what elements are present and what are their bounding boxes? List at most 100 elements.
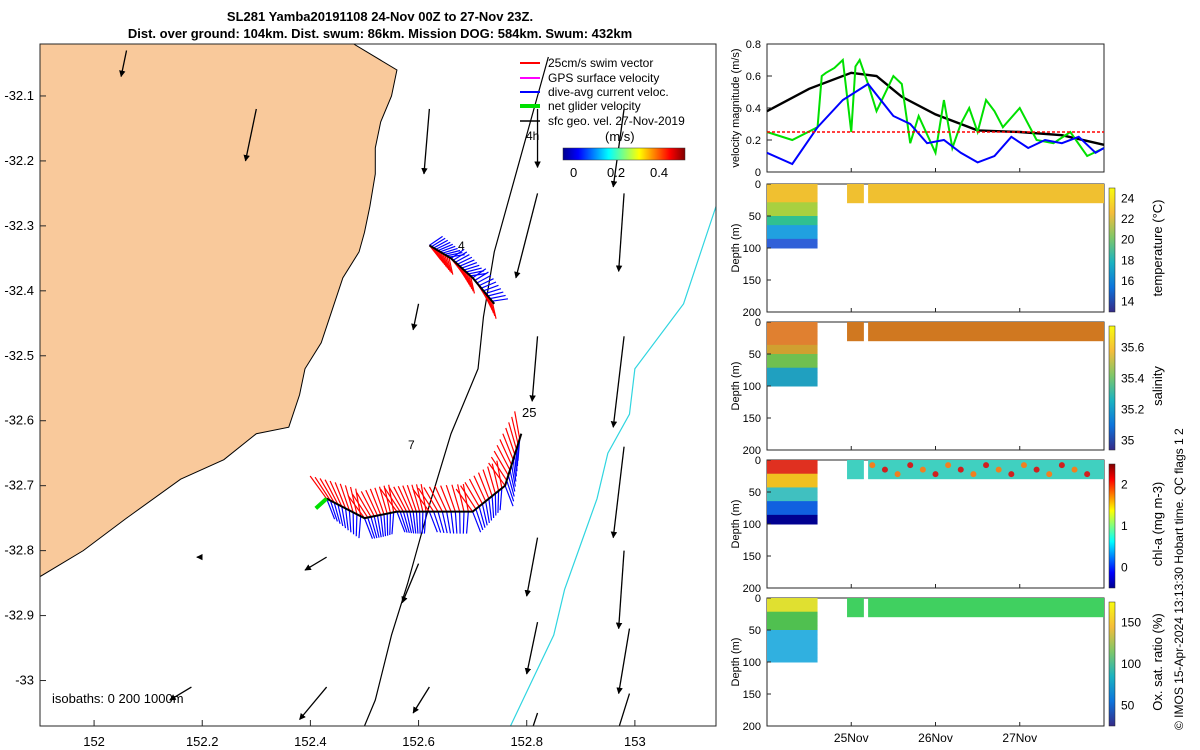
- swim-vector: [443, 254, 451, 272]
- dive-vector: [409, 511, 415, 534]
- section-ytick-label: 150: [743, 275, 761, 287]
- geo-velocity-arrow: [401, 563, 420, 604]
- map-xtick-label: 152: [83, 734, 105, 749]
- colorbar-tick-label: 18: [1121, 253, 1135, 267]
- colorbar-tick-label: 20: [1121, 233, 1135, 247]
- geo-velocity-arrow: [412, 686, 430, 714]
- section-ytick-label: 150: [743, 413, 761, 425]
- geo-velocity-arrow: [615, 550, 625, 630]
- dive-vector: [406, 511, 413, 534]
- geo-velocity-arrow: [169, 686, 192, 701]
- swim-vector: [397, 485, 411, 512]
- swim-vector: [464, 481, 480, 507]
- section-cell: [767, 487, 818, 493]
- legend-time-mark: 4h: [526, 129, 539, 143]
- section-cell: [767, 630, 818, 636]
- section-cell: [767, 367, 818, 373]
- section-cell: [868, 598, 1104, 618]
- section-cell: [767, 234, 818, 240]
- section-cell: [767, 322, 818, 328]
- velocity-series-net-glider: [766, 57, 1105, 158]
- section-ytick-label: 200: [743, 307, 761, 319]
- swim-vector: [412, 488, 430, 513]
- section-ylabel: Depth (m): [730, 500, 742, 549]
- legend-dive-label: dive-avg current veloc.: [548, 85, 669, 99]
- dive-vector: [429, 235, 443, 246]
- colorbar-tick-label: 24: [1121, 191, 1135, 205]
- section-cell: [767, 611, 818, 617]
- dive-vector: [459, 259, 475, 267]
- dive-vector: [481, 503, 488, 526]
- colorbar-tick: 0.2: [607, 165, 625, 180]
- chl-hotspot: [957, 466, 964, 473]
- legend-gps-velocity: GPS surface velocity: [520, 71, 659, 85]
- map-ytick-label: -32.1: [4, 88, 34, 103]
- dive-vector: [509, 469, 516, 492]
- section-cell: [767, 211, 818, 217]
- chl-hotspot: [1020, 462, 1027, 469]
- speed-colorbar: [562, 147, 686, 161]
- section-ytick-label: 50: [749, 625, 761, 637]
- velocity-panel: 0 0.2 0.4 0.6 0.8 velocity magnitude (m/s): [730, 39, 1105, 179]
- colorbar-tick-label: 50: [1121, 698, 1135, 712]
- dive-vector: [450, 511, 455, 534]
- dive-vector: [476, 274, 492, 284]
- section-cell: [767, 598, 818, 604]
- section-ytick-label: 150: [743, 551, 761, 563]
- colorbar-tick-label: 2: [1121, 478, 1128, 492]
- section-cell: [767, 188, 818, 194]
- swim-vector: [441, 252, 450, 271]
- dive-vector: [355, 514, 358, 537]
- section-ytick-label: 100: [743, 243, 761, 255]
- dive-vector: [457, 256, 473, 265]
- section-frame: [766, 597, 1105, 727]
- geo-velocity-arrow: [524, 621, 539, 675]
- swim-vector: [314, 476, 331, 501]
- section-colorbar: [1108, 325, 1116, 451]
- section-colorbar: [1108, 187, 1116, 313]
- swim-vector: [439, 251, 449, 269]
- section-cell: [767, 620, 818, 626]
- dive-vector: [483, 284, 499, 292]
- swim-vector: [402, 485, 414, 512]
- chart-title-line2: Dist. over ground: 104km. Dist. swum: 86…: [127, 26, 633, 41]
- section-cell: [767, 193, 818, 199]
- section-cell: [767, 469, 818, 475]
- section-cell: [767, 197, 818, 203]
- glider-track: [326, 433, 523, 520]
- map-axes: 152 152.2 152.4 152.6 152.8 153 -32.1 -32.2 -32.…: [4, 88, 645, 749]
- dive-vector: [474, 271, 489, 281]
- section-cell: [767, 625, 818, 631]
- section-ytick-label: 0: [755, 455, 761, 467]
- swim-vector: [462, 483, 469, 512]
- colorbar-tick-label: 16: [1121, 274, 1135, 288]
- geo-velocity-arrow: [618, 693, 631, 726]
- dive-vector: [435, 241, 451, 250]
- legend-net-label: net glider velocity: [548, 99, 641, 113]
- dive-vector: [363, 517, 374, 539]
- chl-hotspot: [894, 471, 901, 478]
- chl-hotspot: [995, 466, 1002, 473]
- dive-vector: [380, 514, 384, 537]
- legend-swim-label: 25cm/s swim vector: [548, 56, 653, 70]
- swim-vector: [468, 478, 483, 505]
- section-ytick-label: 50: [749, 487, 761, 499]
- swim-vector: [309, 475, 328, 500]
- dive-vector: [389, 512, 392, 535]
- section-ylabel: Depth (m): [730, 638, 742, 687]
- section-cell: [847, 322, 864, 342]
- geo-velocity-arrow: [616, 628, 631, 695]
- chl-hotspot: [1046, 471, 1053, 478]
- velocity-series-sfc-geo: [766, 71, 1105, 146]
- dive-vector: [512, 459, 517, 482]
- map-plot-area: [40, 44, 716, 726]
- map-ytick-label: -32.5: [4, 348, 34, 363]
- section-frame: [766, 459, 1105, 589]
- dive-vector: [348, 510, 352, 533]
- dive-vector: [415, 511, 419, 534]
- dive-vector: [373, 516, 380, 538]
- dive-vector: [454, 511, 458, 534]
- dive-vector: [499, 488, 503, 511]
- section-cell: [767, 243, 818, 249]
